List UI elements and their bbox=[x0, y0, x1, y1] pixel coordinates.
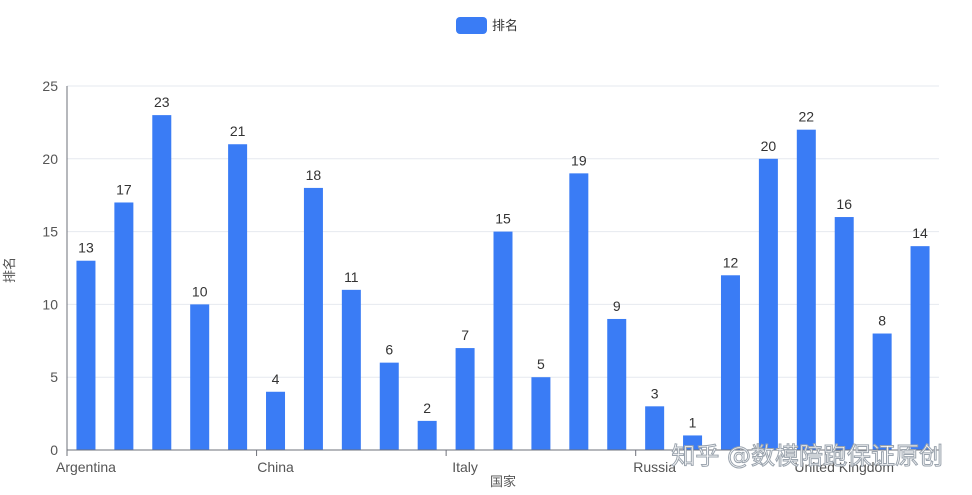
bar[interactable] bbox=[379, 362, 399, 450]
x-tick-label: Russia bbox=[633, 459, 676, 475]
bar[interactable] bbox=[720, 275, 740, 450]
y-tick-label: 25 bbox=[42, 78, 58, 94]
bar-value-label: 10 bbox=[192, 283, 208, 299]
bar-value-label: 5 bbox=[537, 356, 545, 372]
legend-label[interactable]: 排名 bbox=[492, 18, 518, 34]
bar[interactable] bbox=[834, 217, 854, 450]
bar[interactable] bbox=[266, 391, 286, 450]
bar[interactable] bbox=[872, 333, 892, 450]
legend-swatch[interactable] bbox=[456, 17, 487, 34]
bar[interactable] bbox=[910, 246, 930, 450]
bar-value-label: 14 bbox=[912, 225, 928, 241]
x-tick-label: Italy bbox=[452, 459, 478, 475]
bar-value-label: 17 bbox=[116, 181, 132, 197]
bar-value-label: 1 bbox=[689, 414, 697, 430]
bar-value-label: 21 bbox=[230, 123, 246, 139]
bar[interactable] bbox=[683, 435, 703, 450]
bar-value-label: 19 bbox=[571, 152, 587, 168]
bar-value-label: 7 bbox=[461, 327, 469, 343]
bar-value-label: 18 bbox=[306, 167, 322, 183]
bar[interactable] bbox=[531, 377, 551, 450]
y-tick-label: 5 bbox=[50, 369, 58, 385]
bar-value-label: 12 bbox=[723, 254, 739, 270]
x-tick-label: United Kingdom bbox=[794, 459, 894, 475]
bar[interactable] bbox=[303, 187, 323, 451]
bar[interactable] bbox=[645, 406, 665, 450]
bar[interactable] bbox=[114, 202, 134, 450]
bar-value-label: 13 bbox=[78, 240, 94, 256]
bar-value-label: 4 bbox=[272, 371, 280, 387]
x-tick-label: China bbox=[257, 459, 294, 475]
bar-value-label: 8 bbox=[878, 313, 886, 329]
bar[interactable] bbox=[569, 173, 589, 451]
bar-value-label: 11 bbox=[344, 269, 359, 285]
bar[interactable] bbox=[493, 231, 513, 450]
x-axis-title: 国家 bbox=[490, 474, 516, 490]
x-tick-label: Argentina bbox=[56, 459, 116, 475]
watermark: 知乎 @数模陪跑保证原创 bbox=[671, 442, 943, 470]
bar-value-label: 3 bbox=[651, 385, 659, 401]
bars bbox=[76, 115, 930, 451]
data-labels: 13 17 23 10 21 4 18 11 6 2 7 15 5 19 9 3 1 12 20 22 16 8 14 bbox=[78, 94, 928, 430]
bar[interactable] bbox=[455, 348, 475, 450]
bar-value-label: 2 bbox=[423, 400, 431, 416]
bar-value-label: 20 bbox=[761, 138, 777, 154]
bar-value-label: 16 bbox=[836, 196, 852, 212]
bar[interactable] bbox=[607, 318, 627, 450]
y-tick-label: 15 bbox=[42, 224, 58, 240]
bar[interactable] bbox=[228, 144, 248, 451]
bar[interactable] bbox=[190, 304, 210, 450]
y-axis-title: 排名 bbox=[2, 257, 18, 283]
bar-value-label: 9 bbox=[613, 298, 621, 314]
bar-value-label: 15 bbox=[495, 211, 511, 227]
bar[interactable] bbox=[152, 115, 172, 451]
legend[interactable]: 排名 bbox=[456, 17, 518, 34]
bar-value-label: 22 bbox=[799, 109, 815, 125]
y-tick-label: 20 bbox=[42, 151, 58, 167]
bar[interactable] bbox=[76, 260, 96, 450]
bar[interactable] bbox=[341, 289, 361, 450]
bar[interactable] bbox=[796, 129, 816, 450]
bar[interactable] bbox=[417, 420, 437, 450]
bar-value-label: 23 bbox=[154, 94, 170, 110]
bar[interactable] bbox=[758, 158, 778, 451]
bar-value-label: 6 bbox=[385, 342, 393, 358]
y-tick-label: 10 bbox=[42, 296, 58, 312]
y-tick-label: 0 bbox=[50, 442, 58, 458]
